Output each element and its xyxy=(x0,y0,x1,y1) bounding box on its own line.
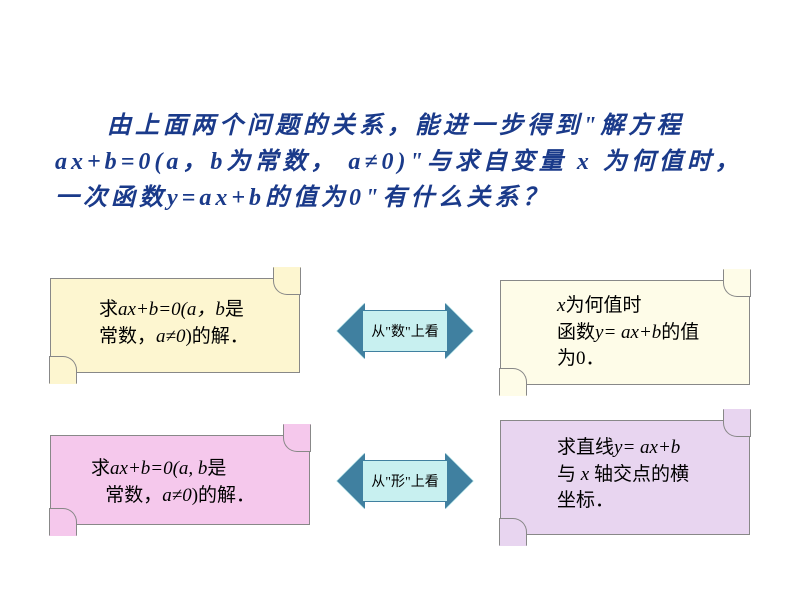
scroll-box-2: x为何值时 函数y= ax+b的值 为0． xyxy=(500,280,750,385)
math-text: ax+b=0(a，b xyxy=(118,299,225,320)
math-text: y= ax+b xyxy=(614,437,680,458)
box3-content: 求ax+b=0(a, b是 常数，a≠0)的解． xyxy=(81,444,265,521)
scroll-box-1: 求ax+b=0(a，b是 常数，a≠0)的解． xyxy=(50,278,300,373)
text: 函数 xyxy=(557,322,595,343)
text: 与 xyxy=(557,464,581,485)
math-text: a≠0 xyxy=(162,485,191,506)
math-text: x xyxy=(581,464,589,485)
box1-content: 求ax+b=0(a，b是 常数，a≠0)的解． xyxy=(89,285,259,362)
scroll-curl-icon xyxy=(499,518,527,546)
text: 求 xyxy=(91,458,110,479)
text: 是 xyxy=(225,299,244,320)
math-text: y= ax+b xyxy=(595,322,661,343)
arrow-label: 从"形"上看 xyxy=(362,460,448,502)
scroll-curl-icon xyxy=(283,424,311,452)
heading-text: 由上面两个问题的关系，能进一步得到"解方程ax+b=0(a，b为常数， a≠0)… xyxy=(55,108,745,216)
double-arrow-2: 从"形"上看 xyxy=(360,460,450,502)
math-text: a≠0 xyxy=(156,326,185,347)
text: 是 xyxy=(207,458,226,479)
arrow-right-icon xyxy=(446,303,474,359)
scroll-curl-icon xyxy=(723,269,751,297)
text: 为0． xyxy=(557,348,605,369)
text: 求 xyxy=(99,299,118,320)
arrow-right-icon xyxy=(446,453,474,509)
arrow-left-icon xyxy=(336,453,364,509)
text: 求直线 xyxy=(557,437,614,458)
scroll-curl-icon xyxy=(499,368,527,396)
math-text: ax+b=0(a, b xyxy=(110,458,207,479)
scroll-curl-icon xyxy=(723,409,751,437)
text: 轴交点的横 xyxy=(589,464,689,485)
scroll-curl-icon xyxy=(49,508,77,536)
text: )的解． xyxy=(185,326,248,347)
arrow-label: 从"数"上看 xyxy=(362,310,448,352)
text: 常数， xyxy=(105,485,162,506)
scroll-box-3: 求ax+b=0(a, b是 常数，a≠0)的解． xyxy=(50,435,310,525)
text: 坐标． xyxy=(557,490,614,511)
arrow-left-icon xyxy=(336,303,364,359)
text: 为何值时 xyxy=(565,295,641,316)
scroll-curl-icon xyxy=(273,267,301,295)
box2-content: x为何值时 函数y= ax+b的值 为0． xyxy=(547,281,709,385)
double-arrow-1: 从"数"上看 xyxy=(360,310,450,352)
text: 常数， xyxy=(99,326,156,347)
text: )的解． xyxy=(192,485,255,506)
scroll-curl-icon xyxy=(49,356,77,384)
box4-content: 求直线y= ax+b 与 x 轴交点的横 坐标． xyxy=(547,423,699,527)
scroll-box-4: 求直线y= ax+b 与 x 轴交点的横 坐标． xyxy=(500,420,750,535)
text: 的值 xyxy=(661,322,699,343)
